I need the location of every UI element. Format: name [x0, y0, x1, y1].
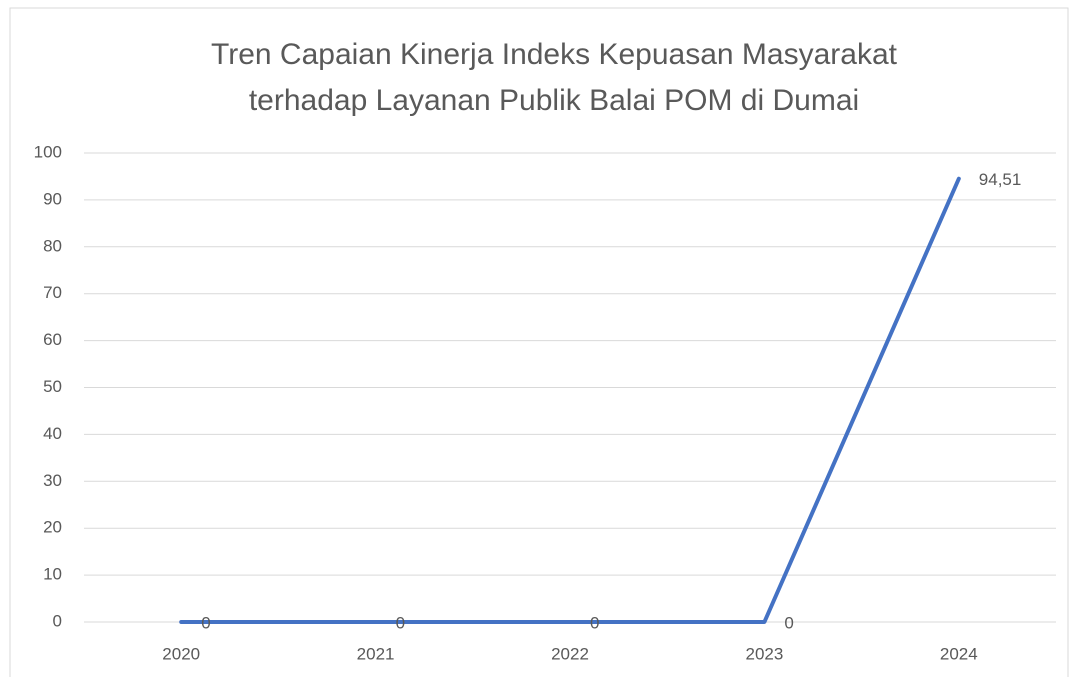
x-tick-label: 2021 [357, 644, 395, 663]
y-tick-label: 30 [43, 471, 62, 490]
data-label: 0 [396, 613, 405, 632]
y-tick-label: 80 [43, 236, 62, 255]
y-tick-label: 100 [34, 142, 62, 161]
y-tick-label: 0 [53, 611, 62, 630]
data-label: 0 [784, 613, 793, 632]
data-label: 94,51 [979, 170, 1022, 189]
x-tick-label: 2022 [551, 644, 589, 663]
chart-title: terhadap Layanan Publik Balai POM di Dum… [249, 84, 859, 117]
y-tick-label: 20 [43, 518, 62, 537]
line [179, 176, 961, 624]
y-tick-label: 50 [43, 377, 62, 396]
y-tick-label: 90 [43, 189, 62, 208]
chart-border [9, 7, 1069, 677]
chart-title: Tren Capaian Kinerja Indeks Kepuasan Mas… [211, 38, 898, 71]
x-tick-label: 2020 [162, 644, 200, 663]
y-tick-label: 10 [43, 565, 62, 584]
y-tick-label: 60 [43, 330, 62, 349]
x-tick-label: 2024 [940, 644, 978, 663]
x-tick-label: 2023 [745, 644, 783, 663]
data-label: 0 [201, 613, 210, 632]
y-tick-label: 70 [43, 283, 62, 302]
y-tick-label: 40 [43, 424, 62, 443]
data-label: 0 [590, 613, 599, 632]
